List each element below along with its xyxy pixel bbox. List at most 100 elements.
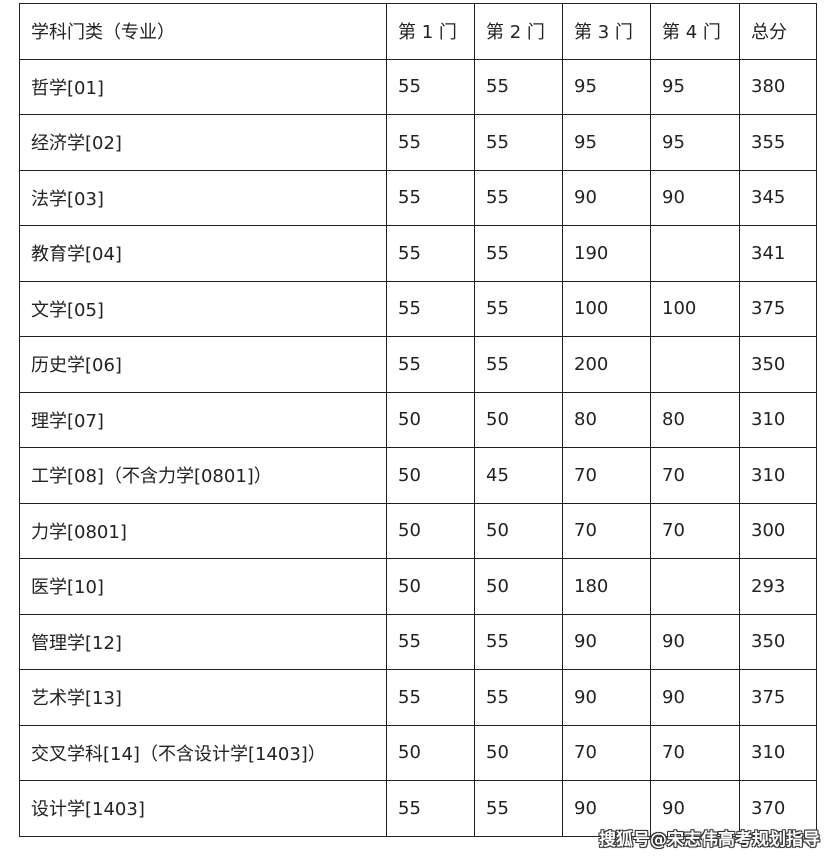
table-cell: 50 <box>386 502 475 559</box>
table-cell: 55 <box>386 169 475 226</box>
table-cell: 50 <box>386 391 475 448</box>
table-row: 管理学[12] 55 55 90 90 350 <box>19 613 817 670</box>
table-cell: 293 <box>739 558 817 615</box>
header-cell: 第 3 门 <box>562 3 651 60</box>
table-cell: 50 <box>386 724 475 781</box>
table-cell: 55 <box>386 613 475 670</box>
table-cell: 50 <box>386 447 475 504</box>
table-cell: 哲学[01] <box>19 58 387 115</box>
header-cell: 第 1 门 <box>386 3 475 60</box>
table-row: 理学[07] 50 50 80 80 310 <box>19 391 817 448</box>
header-cell: 学科门类（专业） <box>19 3 387 60</box>
table-cell: 100 <box>650 280 740 337</box>
table-cell: 90 <box>650 169 740 226</box>
table-cell: 310 <box>739 391 817 448</box>
table-cell: 70 <box>562 447 651 504</box>
table-cell: 350 <box>739 613 817 670</box>
score-table: 学科门类（专业）第 1 门第 2 门第 3 门第 4 门总分 哲学[01] 55 55… <box>19 3 817 837</box>
table-cell: 医学[10] <box>19 558 387 615</box>
table-cell: 55 <box>474 336 563 393</box>
table-cell: 90 <box>562 613 651 670</box>
table-row: 工学[08]（不含力学[0801]） 50 45 70 70 310 <box>19 447 817 504</box>
table-cell: 55 <box>386 336 475 393</box>
table-row: 医学[10] 50 50 180 293 <box>19 558 817 615</box>
table-cell: 45 <box>474 447 563 504</box>
table-cell: 375 <box>739 669 817 726</box>
table-cell: 55 <box>474 114 563 171</box>
table-row: 设计学[1403] 55 55 90 90 370 <box>19 780 817 837</box>
table-cell: 55 <box>386 280 475 337</box>
table-cell: 90 <box>562 780 651 837</box>
table-cell: 70 <box>562 502 651 559</box>
table-cell: 55 <box>474 669 563 726</box>
table-cell: 交叉学科[14]（不含设计学[1403]） <box>19 724 387 781</box>
table-cell: 350 <box>739 336 817 393</box>
table-cell: 50 <box>386 558 475 615</box>
table-cell: 310 <box>739 724 817 781</box>
header-cell: 总分 <box>739 3 817 60</box>
table-cell: 55 <box>386 225 475 282</box>
table-cell: 180 <box>562 558 651 615</box>
table-cell: 管理学[12] <box>19 613 387 670</box>
table-cell: 55 <box>386 780 475 837</box>
table-row: 艺术学[13] 55 55 90 90 375 <box>19 669 817 726</box>
table-cell: 80 <box>562 391 651 448</box>
table-cell: 法学[03] <box>19 169 387 226</box>
table-cell: 90 <box>562 669 651 726</box>
table-cell: 50 <box>474 558 563 615</box>
table-cell: 341 <box>739 225 817 282</box>
table-cell: 55 <box>474 225 563 282</box>
table-cell: 70 <box>562 724 651 781</box>
table-cell: 190 <box>562 225 651 282</box>
table-cell: 370 <box>739 780 817 837</box>
table-row: 教育学[04] 55 55 190 341 <box>19 225 817 282</box>
table-cell: 理学[07] <box>19 391 387 448</box>
table-cell: 70 <box>650 447 740 504</box>
table-cell: 375 <box>739 280 817 337</box>
table-cell: 工学[08]（不含力学[0801]） <box>19 447 387 504</box>
table-cell: 55 <box>474 169 563 226</box>
table-cell: 55 <box>474 613 563 670</box>
table-cell <box>650 336 740 393</box>
table-cell: 310 <box>739 447 817 504</box>
table-row: 法学[03] 55 55 90 90 345 <box>19 169 817 226</box>
table-cell: 95 <box>562 114 651 171</box>
table-row: 历史学[06] 55 55 200 350 <box>19 336 817 393</box>
table-cell: 70 <box>650 724 740 781</box>
table-cell: 55 <box>474 58 563 115</box>
table-cell: 文学[05] <box>19 280 387 337</box>
table-cell: 200 <box>562 336 651 393</box>
table-cell: 55 <box>386 669 475 726</box>
table-cell: 教育学[04] <box>19 225 387 282</box>
table-cell: 力学[0801] <box>19 502 387 559</box>
table-cell: 90 <box>650 613 740 670</box>
table-cell: 55 <box>386 58 475 115</box>
table-cell: 50 <box>474 391 563 448</box>
table-cell: 345 <box>739 169 817 226</box>
table-cell: 380 <box>739 58 817 115</box>
table-cell: 80 <box>650 391 740 448</box>
table-cell: 设计学[1403] <box>19 780 387 837</box>
table-cell <box>650 225 740 282</box>
table-cell: 95 <box>562 58 651 115</box>
table-cell: 70 <box>650 502 740 559</box>
table-cell: 经济学[02] <box>19 114 387 171</box>
table-cell: 50 <box>474 724 563 781</box>
table-row: 力学[0801] 50 50 70 70 300 <box>19 502 817 559</box>
table-cell <box>650 558 740 615</box>
table-row: 哲学[01] 55 55 95 95 380 <box>19 58 817 115</box>
header: 学科门类（专业）第 1 门第 2 门第 3 门第 4 门总分 <box>19 3 817 60</box>
table-cell: 55 <box>474 780 563 837</box>
table-cell: 艺术学[13] <box>19 669 387 726</box>
table-cell: 55 <box>386 114 475 171</box>
table-row: 文学[05] 55 55 100 100 375 <box>19 280 817 337</box>
table-cell: 历史学[06] <box>19 336 387 393</box>
header-cell: 第 2 门 <box>474 3 563 60</box>
table-row: 交叉学科[14]（不含设计学[1403]） 50 50 70 70 310 <box>19 724 817 781</box>
table-cell: 95 <box>650 114 740 171</box>
table-cell: 90 <box>562 169 651 226</box>
table-cell: 50 <box>474 502 563 559</box>
header-cell: 第 4 门 <box>650 3 740 60</box>
table-cell: 90 <box>650 669 740 726</box>
table-cell: 355 <box>739 114 817 171</box>
